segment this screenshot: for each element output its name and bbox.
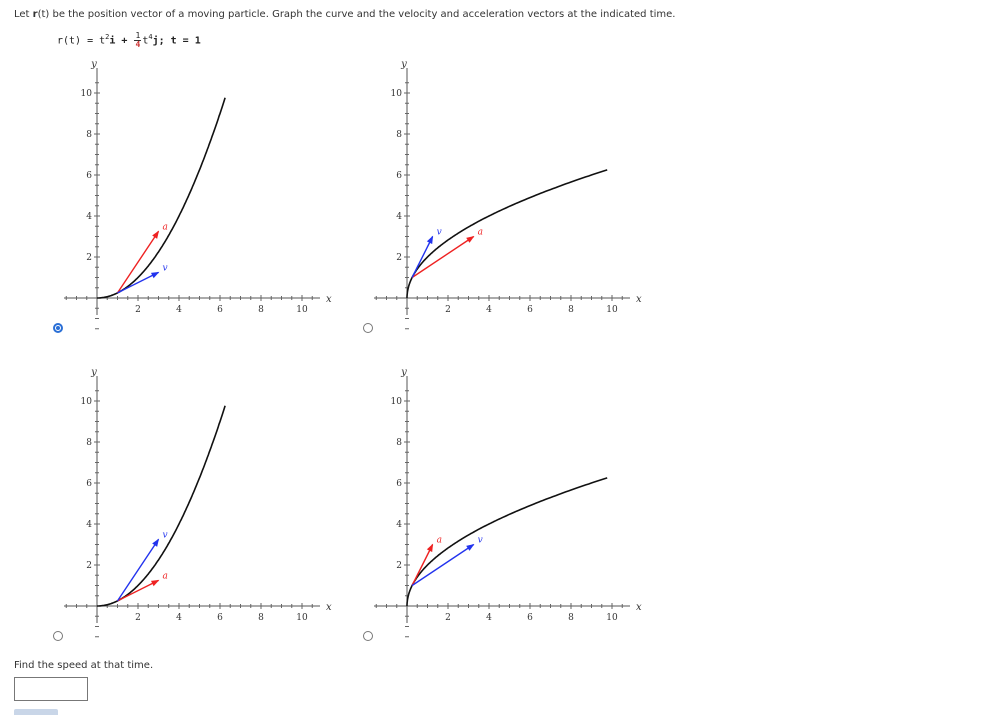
x-tick-label: 10 [606,613,618,623]
acceleration-vector [116,230,160,294]
y-tick-label: 4 [396,212,402,222]
velocity-vector [411,543,475,587]
x-tick-label: 2 [135,305,141,315]
acceleration-vector-label: a [163,222,168,232]
acceleration-vector-label: a [163,571,168,581]
acceleration-vector [411,543,434,586]
acceleration-vector [411,235,475,279]
y-tick-label: 2 [86,253,92,263]
x-tick-label: 4 [176,613,182,623]
acceleration-vector [117,579,160,602]
velocity-vector-label: v [437,228,442,238]
acceleration-vector-label: a [478,228,483,238]
y-tick-label: 6 [86,479,92,489]
x-tick-label: 4 [486,613,492,623]
x-tick-label: 8 [258,613,264,623]
x-tick-label: 8 [258,305,264,315]
y-tick-label: 10 [391,397,403,407]
position-formula: r(t) = t2i + 1 4 t4j; t = 1 [57,31,201,49]
r-vector-symbol: r [32,9,38,20]
x-axis-label: x [326,602,332,613]
velocity-vector [117,271,160,294]
curve [406,169,608,298]
graph-option-b: 2 4 6 8 10 2 4 6 8 10 x y a v [374,59,642,330]
x-tick-label: 8 [568,613,574,623]
velocity-vector [411,235,434,278]
graph-option-a: 2 4 6 8 10 2 4 6 8 10 x y a v [64,59,332,330]
y-tick-label: 2 [86,561,92,571]
y-tick-label: 8 [396,130,402,140]
submit-button[interactable] [14,709,58,715]
y-tick-label: 4 [86,212,92,222]
x-tick-label: 4 [486,305,492,315]
velocity-vector-label: v [163,263,168,273]
y-axis-label: y [90,59,97,70]
x-axis-label: x [326,294,332,305]
speed-answer-input[interactable] [14,677,88,701]
y-tick-label: 6 [86,171,92,181]
x-tick-label: 2 [135,613,141,623]
x-axis-label: x [636,602,642,613]
velocity-vector [116,538,160,602]
x-tick-label: 2 [445,613,451,623]
y-tick-label: 10 [81,89,93,99]
radio-option-d[interactable] [363,631,373,641]
speed-prompt: Find the speed at that time. [14,660,154,671]
x-tick-label: 6 [217,305,223,315]
x-tick-label: 6 [527,613,533,623]
x-tick-label: 6 [527,305,533,315]
curve [406,477,608,606]
y-tick-label: 4 [86,520,92,530]
y-tick-label: 8 [396,438,402,448]
radio-option-a[interactable] [53,323,63,333]
velocity-vector-label: v [163,530,168,540]
y-tick-label: 10 [81,397,93,407]
y-tick-label: 6 [396,479,402,489]
question-text: Let r(t) be the position vector of a mov… [14,9,676,20]
y-axis-label: y [400,59,407,70]
x-tick-label: 2 [445,305,451,315]
x-tick-label: 10 [296,305,308,315]
y-tick-label: 6 [396,171,402,181]
y-tick-label: 8 [86,130,92,140]
y-axis-label: y [90,367,97,378]
y-tick-label: 2 [396,561,402,571]
x-tick-label: 6 [217,613,223,623]
x-tick-label: 4 [176,305,182,315]
y-tick-label: 10 [391,89,403,99]
x-tick-label: 10 [606,305,618,315]
acceleration-vector-label: a [437,536,442,546]
radio-option-c[interactable] [53,631,63,641]
x-tick-label: 8 [568,305,574,315]
y-tick-label: 4 [396,520,402,530]
x-tick-label: 10 [296,613,308,623]
y-tick-label: 2 [396,253,402,263]
radio-option-b[interactable] [363,323,373,333]
y-tick-label: 8 [86,438,92,448]
graph-option-d: 2 4 6 8 10 2 4 6 8 10 x y a v [374,367,642,638]
curve [97,97,226,299]
graph-option-c: 2 4 6 8 10 2 4 6 8 10 x y a v [64,367,332,638]
curve [97,405,226,607]
x-axis-label: x [636,294,642,305]
velocity-vector-label: v [478,536,483,546]
y-axis-label: y [400,367,407,378]
